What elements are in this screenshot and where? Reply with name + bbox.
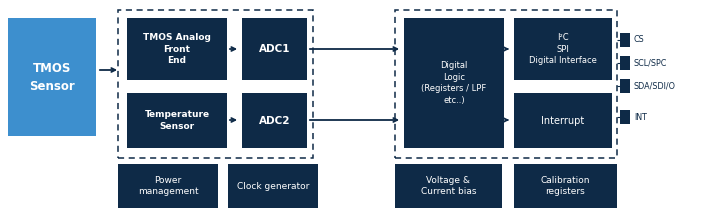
Bar: [118, 10, 313, 158]
Text: SCL/SPC: SCL/SPC: [634, 59, 667, 67]
Bar: [8, 18, 96, 136]
Text: Voltage &
Current bias: Voltage & Current bias: [420, 176, 476, 196]
Bar: [242, 93, 307, 148]
Bar: [228, 164, 318, 208]
Text: TMOS Analog
Front
End: TMOS Analog Front End: [143, 33, 211, 65]
Text: Digital
Logic
(Registers / LPF
etc..): Digital Logic (Registers / LPF etc..): [421, 61, 487, 105]
Text: Interrupt: Interrupt: [541, 115, 585, 125]
Bar: [404, 18, 504, 148]
Text: Calibration
registers: Calibration registers: [541, 176, 590, 196]
Text: CS: CS: [634, 36, 644, 44]
Bar: [242, 18, 307, 80]
Bar: [514, 93, 612, 148]
Text: Power
management: Power management: [138, 176, 198, 196]
Bar: [395, 10, 617, 158]
Bar: [127, 93, 227, 148]
Text: Clock generator: Clock generator: [237, 182, 309, 190]
Bar: [620, 110, 630, 124]
Text: TMOS
Sensor: TMOS Sensor: [29, 61, 75, 93]
Text: ADC1: ADC1: [258, 44, 290, 54]
Bar: [118, 164, 218, 208]
Text: INT: INT: [634, 113, 647, 121]
Bar: [127, 18, 227, 80]
Text: ADC2: ADC2: [258, 115, 290, 125]
Bar: [620, 79, 630, 93]
Bar: [620, 33, 630, 47]
Bar: [620, 56, 630, 70]
Text: I²C
SPI
Digital Interface: I²C SPI Digital Interface: [529, 33, 597, 65]
Bar: [395, 164, 502, 208]
Text: SDA/SDI/O: SDA/SDI/O: [634, 81, 676, 91]
Bar: [514, 18, 612, 80]
Text: Temperature
Sensor: Temperature Sensor: [145, 110, 210, 131]
Bar: [514, 164, 617, 208]
